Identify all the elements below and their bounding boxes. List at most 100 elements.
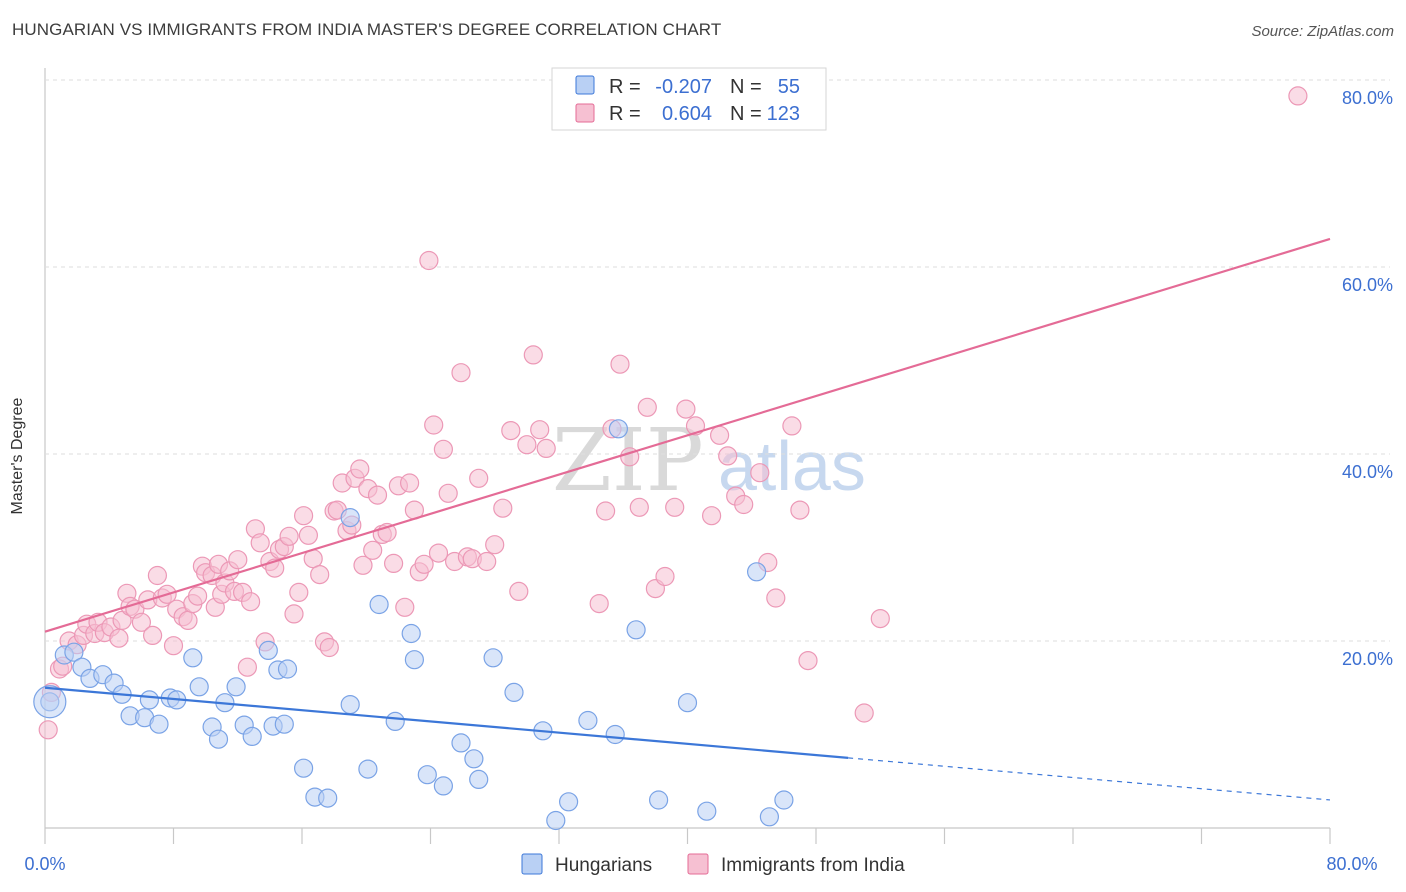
y-axis-tick-labels: 20.0% 40.0% 60.0% 80.0% [1342, 88, 1393, 669]
hungarians-point [340, 507, 360, 528]
india-point [637, 397, 657, 417]
hungarians-point [369, 594, 389, 615]
trend-line-hungarians [44, 686, 849, 759]
india-point [250, 533, 270, 553]
hungarians-point [401, 623, 421, 644]
hungarians-point [464, 749, 484, 769]
india-point [367, 485, 388, 505]
india-point [517, 435, 537, 455]
hungarians-point [358, 759, 378, 779]
india-point [523, 345, 543, 365]
india-point [782, 416, 802, 436]
india-point [395, 597, 415, 617]
hungarians-point [483, 648, 503, 668]
india-point [530, 420, 550, 440]
hungarians-point [385, 711, 405, 732]
y-tick-label-20: 20.0% [1342, 649, 1393, 669]
india-point [384, 553, 404, 574]
india-point [310, 564, 330, 585]
hungarians-point [451, 733, 471, 753]
stats-swatch-pink [575, 103, 595, 123]
hungarians-point [697, 801, 717, 821]
stats-r-value-2: 0.604 [662, 103, 712, 125]
legend: Hungarians Immigrants from India [521, 853, 905, 876]
india-point [419, 250, 439, 271]
hungarians-point [242, 726, 262, 747]
india-point [701, 506, 722, 526]
india-point [241, 592, 261, 612]
india-point [188, 586, 208, 606]
y-tick-label-60: 60.0% [1342, 275, 1393, 295]
hungarians-point [226, 677, 246, 697]
india-point [237, 657, 257, 677]
india-point [143, 625, 163, 646]
india-point [289, 582, 309, 603]
india-point [284, 604, 304, 624]
india-point [451, 363, 471, 383]
x-tick-label-max: 80.0% [1326, 854, 1377, 874]
hungarians-point [774, 790, 794, 810]
source-label: Source: ZipAtlas.com [1251, 23, 1394, 40]
india-point [595, 501, 616, 521]
india-point [854, 703, 874, 723]
trend-line-hungarians-extension [848, 757, 1331, 801]
india-point [536, 438, 556, 458]
india-point [477, 551, 497, 572]
india-point [298, 525, 318, 545]
series-immigrants-from-india [38, 86, 1308, 740]
hungarians-point [189, 677, 209, 697]
trend-line-india [44, 237, 1331, 633]
hungarians-point-large [33, 685, 67, 719]
india-point [438, 483, 458, 503]
india-point [589, 593, 609, 614]
india-point [38, 720, 58, 740]
hungarians-point [340, 694, 360, 715]
india-point [163, 636, 184, 656]
x-axis-ticks [44, 828, 1331, 844]
y-tick-label-80: 80.0% [1342, 88, 1393, 108]
india-point [294, 506, 314, 526]
india-point [734, 494, 754, 515]
india-point [610, 354, 630, 374]
india-point [414, 554, 434, 574]
stats-box: R = -0.207 N = 55 R = 0.604 N = 123 [551, 67, 827, 131]
stats-swatch-blue [575, 75, 595, 95]
hungarians-point [677, 693, 698, 713]
hungarians-point [648, 790, 669, 810]
india-point [790, 500, 810, 520]
hungarians-point [433, 776, 453, 796]
india-point [428, 543, 449, 563]
india-point [363, 540, 383, 560]
x-tick-label-min: 0.0% [24, 854, 65, 874]
india-point [509, 581, 529, 602]
india-point [766, 588, 786, 608]
hungarians-point [258, 640, 278, 661]
legend-label-hungarians: Hungarians [555, 855, 652, 876]
hungarians-point [183, 648, 203, 668]
india-point [1288, 86, 1308, 106]
hungarians-point [149, 714, 169, 734]
stats-r-value-1: -0.207 [655, 76, 712, 98]
hungarians-point [504, 682, 524, 703]
india-point [279, 526, 299, 546]
stats-n-value-2: 123 [767, 103, 800, 125]
india-point [501, 421, 521, 441]
hungarians-point [759, 807, 780, 827]
hungarians-point [417, 765, 437, 785]
india-point [655, 566, 675, 587]
hungarians-point [626, 620, 646, 640]
hungarians-point [605, 724, 625, 745]
india-point [433, 439, 453, 459]
india-point [131, 612, 151, 632]
stats-r-label-2: R = [609, 103, 641, 125]
india-point [109, 628, 129, 648]
series-hungarians [33, 419, 794, 831]
hungarians-point [294, 758, 314, 778]
india-point [319, 637, 339, 658]
hungarians-point [746, 562, 767, 582]
india-point [750, 463, 770, 483]
hungarians-point [274, 714, 294, 734]
stats-n-value-1: 55 [778, 76, 800, 98]
india-point [424, 415, 444, 435]
hungarians-point [404, 650, 424, 670]
